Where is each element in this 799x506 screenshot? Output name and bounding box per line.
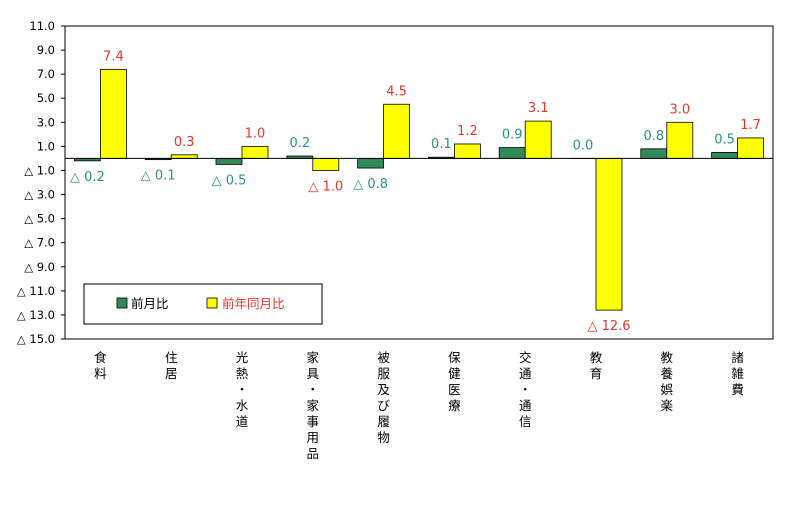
data-label-mom-家具・家事用品: 0.2 — [289, 136, 310, 151]
data-label-mom-住居: △ 0.1 — [141, 169, 176, 184]
y-tick-label: △ 7.0 — [24, 236, 55, 250]
data-label-mom-諸雑費: 0.5 — [714, 132, 735, 147]
data-label-yoy-食料: 7.4 — [103, 49, 124, 64]
bar-yoy-家具・家事用品 — [312, 158, 340, 171]
x-tick-label: 教育 — [590, 350, 603, 381]
bar-yoy-保健医療 — [453, 143, 481, 159]
y-tick-label: △ 13.0 — [17, 308, 55, 322]
data-label-yoy-交通・通信: 3.1 — [528, 101, 549, 116]
data-label-yoy-保健医療: 1.2 — [457, 124, 478, 139]
data-label-mom-光熱・水道: △ 0.5 — [212, 173, 247, 188]
data-label-yoy-諸雑費: 1.7 — [740, 118, 761, 133]
bar-yoy-住居 — [170, 154, 198, 159]
y-axis: 11.0 9.0 7.0 5.0 3.0 1.0 △ 1.0 △ 3.0 △ 5.0 △ 7.0 △… — [17, 19, 65, 346]
x-tick-label: 食料 — [94, 350, 107, 381]
y-tick-label: △ 5.0 — [24, 212, 55, 226]
data-labels: △ 0.2 7.4 △ 0.1 0.3 △ 0.5 1.0 0.2 △ 1.0 △ 0.8 4.5… — [70, 49, 761, 334]
y-tick-label: 7.0 — [37, 67, 55, 81]
x-tick-label: 保健医療 — [448, 350, 461, 413]
y-tick-label: △ 3.0 — [24, 188, 55, 202]
bar-mom-交通・通信 — [498, 147, 526, 159]
data-label-mom-教養娯楽: 0.8 — [643, 129, 664, 144]
y-tick-label: △ 15.0 — [17, 332, 55, 346]
x-tick-label: 光熱・水道 — [236, 350, 249, 429]
bar-mom-被服及び履物 — [357, 158, 385, 169]
bar-yoy-諸雑費 — [737, 137, 764, 159]
bars — [74, 68, 764, 311]
y-tick-label: 11.0 — [29, 19, 55, 33]
data-label-mom-被服及び履物: △ 0.8 — [353, 177, 388, 192]
data-label-mom-交通・通信: 0.9 — [502, 128, 523, 143]
x-tick-label: 住居 — [165, 350, 178, 381]
x-tick-label: 被服及び履物 — [377, 350, 390, 445]
bar-yoy-交通・通信 — [524, 120, 552, 159]
x-tick-label: 家具・家事用品 — [307, 350, 320, 461]
legend-label-前月比: 前月比 — [131, 296, 169, 311]
data-label-yoy-光熱・水道: 1.0 — [245, 126, 266, 141]
y-tick-label: △ 9.0 — [24, 260, 55, 274]
y-tick-label: 5.0 — [37, 91, 55, 105]
legend: 前月比 前年同月比 — [83, 283, 323, 325]
y-tick-label: 9.0 — [37, 43, 55, 57]
bar-mom-教養娯楽 — [640, 148, 668, 159]
legend-swatch-前年同月比 — [206, 297, 218, 309]
y-tick-label: △ 11.0 — [17, 284, 55, 298]
data-label-mom-教育: 0.0 — [573, 138, 594, 153]
bar-mom-光熱・水道 — [215, 158, 243, 165]
data-label-mom-食料: △ 0.2 — [70, 170, 105, 185]
x-tick-label: 教養娯楽 — [661, 350, 674, 413]
legend-label-前年同月比: 前年同月比 — [222, 296, 285, 311]
data-label-yoy-教養娯楽: 3.0 — [669, 102, 690, 117]
data-label-yoy-教育: △ 12.6 — [587, 319, 630, 334]
y-tick-label: 1.0 — [37, 139, 55, 153]
bar-yoy-被服及び履物 — [383, 103, 411, 159]
bar-yoy-教養娯楽 — [666, 121, 694, 159]
data-label-yoy-被服及び履物: 4.5 — [386, 84, 407, 99]
bar-mom-諸雑費 — [711, 152, 738, 159]
legend-swatch-前月比 — [116, 297, 128, 309]
data-label-yoy-家具・家事用品: △ 1.0 — [308, 179, 343, 194]
bar-yoy-教育 — [595, 158, 623, 311]
data-label-mom-保健医療: 0.1 — [431, 137, 452, 152]
y-tick-label: △ 1.0 — [24, 163, 55, 177]
x-axis: 食料 住居 光熱・水道 家具・家事用品 被服及び履物 保健医療 交通・通信 教育 教養娯楽 諸雑費 — [94, 350, 744, 461]
bar-yoy-食料 — [100, 68, 127, 159]
x-tick-label: 諸雑費 — [731, 350, 744, 397]
x-tick-label: 交通・通信 — [519, 350, 532, 429]
data-label-yoy-住居: 0.3 — [174, 135, 195, 150]
y-tick-label: 3.0 — [37, 115, 55, 129]
bar-yoy-光熱・水道 — [241, 145, 269, 159]
